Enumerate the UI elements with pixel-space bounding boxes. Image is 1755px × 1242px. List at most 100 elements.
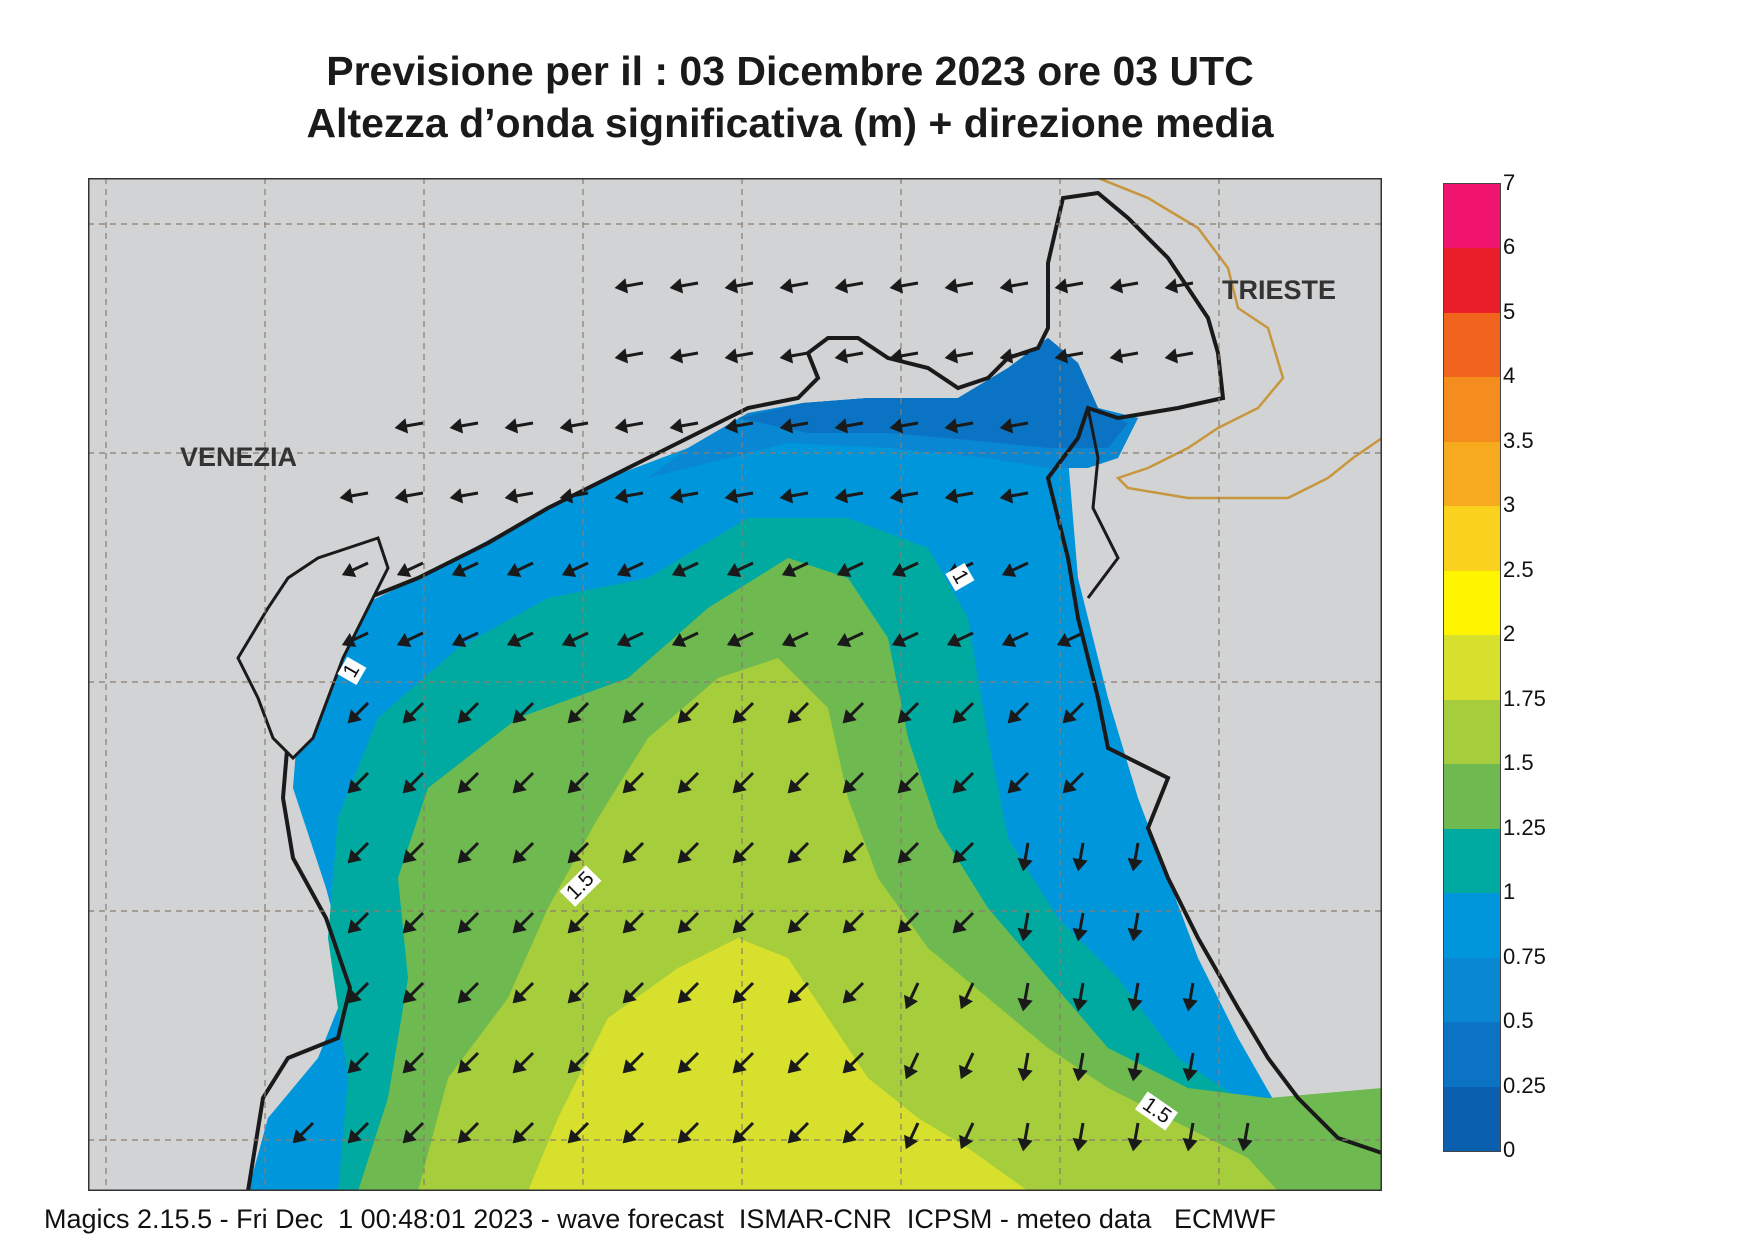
wave-arrow-head <box>1017 997 1033 1012</box>
wave-arrow-head <box>567 1059 582 1074</box>
wave-arrow-head <box>842 779 857 794</box>
wave-arrow-head <box>347 1129 362 1144</box>
wave-arrow-head <box>1056 632 1072 647</box>
wave-arrow-head <box>1127 857 1143 872</box>
wave-arrow-head <box>561 562 577 577</box>
wave-arrow-head <box>1109 278 1124 294</box>
wave-arrow-head <box>779 418 794 434</box>
wave-arrow-head <box>567 849 582 864</box>
wave-arrow-head <box>897 849 912 864</box>
wave-arrow-head <box>394 418 409 434</box>
wave-arrow-head <box>512 849 527 864</box>
wave-arrow-head <box>779 348 794 364</box>
wave-arrow-head <box>622 709 637 724</box>
wave-arrow-head <box>787 1059 802 1074</box>
wave-arrow-head <box>567 709 582 724</box>
wave-arrow-head <box>834 348 849 364</box>
wave-arrow-head <box>1127 1067 1143 1082</box>
wave-arrow-head <box>1054 278 1069 294</box>
wave-arrow-head <box>622 989 637 1004</box>
wave-arrow-head <box>1072 1137 1088 1152</box>
wave-arrow-head <box>402 779 417 794</box>
wave-arrow-head <box>732 989 747 1004</box>
wave-arrow-head <box>787 919 802 934</box>
wave-arrow-head <box>1054 348 1069 364</box>
wave-arrow-head <box>1127 927 1143 942</box>
wave-arrow-head <box>402 1059 417 1074</box>
colorbar-segment <box>1444 312 1500 378</box>
wave-arrow-head <box>614 278 629 294</box>
wave-arrow-head <box>952 709 967 724</box>
wave-arrow-head <box>834 488 849 504</box>
wave-arrow-head <box>347 779 362 794</box>
wave-arrow-head <box>787 1129 802 1144</box>
wave-arrow-head <box>1001 562 1017 577</box>
colorbar-segment <box>1444 635 1500 700</box>
wave-arrow-head <box>1127 1137 1143 1152</box>
wave-arrow-head <box>671 632 687 647</box>
wave-arrow-head <box>1072 857 1088 872</box>
wave-arrow-head <box>396 562 412 577</box>
wave-arrow-head <box>779 488 794 504</box>
wave-arrow-head <box>1007 709 1022 724</box>
wave-arrow-head <box>512 1129 527 1144</box>
wave-arrow-head <box>889 348 904 364</box>
wave-arrow-head <box>781 632 797 647</box>
wave-arrow-head <box>787 849 802 864</box>
wave-arrow-head <box>292 1129 307 1144</box>
wave-arrow-head <box>904 1064 919 1080</box>
footer-credits: Magics 2.15.5 - Fri Dec 1 00:48:01 2023 … <box>44 1204 1276 1234</box>
wave-arrow-head <box>616 632 632 647</box>
wave-arrow-head <box>512 989 527 1004</box>
wave-arrow-head <box>1237 1137 1253 1152</box>
wave-arrow-head <box>726 632 742 647</box>
wave-arrow-head <box>451 632 467 647</box>
wave-arrow-head <box>457 779 472 794</box>
wave-arrow-head <box>726 562 742 577</box>
colorbar-segment <box>1444 828 1500 894</box>
wave-arrow-head <box>396 632 412 647</box>
wave-arrow-head <box>614 418 629 434</box>
wave-arrow-head <box>842 1059 857 1074</box>
wave-arrow-head <box>904 1134 919 1150</box>
wave-arrow-head <box>347 849 362 864</box>
wave-arrow-head <box>732 1129 747 1144</box>
wave-arrow-head <box>724 278 739 294</box>
colorbar-label: 7 <box>1503 170 1516 195</box>
wave-arrow-head <box>842 709 857 724</box>
map-frame <box>88 178 1382 1191</box>
wave-arrow-head <box>506 562 522 577</box>
wave-arrow-head <box>1182 1137 1198 1152</box>
colorbar-label: 1.25 <box>1503 814 1546 840</box>
colorbar-label: 0.25 <box>1503 1072 1546 1098</box>
wave-arrow-head <box>1017 1067 1033 1082</box>
wave-arrow-head <box>787 779 802 794</box>
wave-arrow-head <box>952 779 967 794</box>
colorbar-segment <box>1444 570 1500 636</box>
wave-arrow-head <box>779 278 794 294</box>
wave-arrow-head <box>1017 857 1033 872</box>
wave-arrow-head <box>567 1129 582 1144</box>
wave-arrow-head <box>999 278 1014 294</box>
colorbar-label: 1.75 <box>1503 685 1546 711</box>
lagoon-islands <box>236 536 390 761</box>
wave-arrow-head <box>457 709 472 724</box>
wave-arrow-head <box>457 849 472 864</box>
wave-arrow-head <box>347 989 362 1004</box>
colorbar-label: 4 <box>1503 363 1516 389</box>
wave-arrow-head <box>842 1129 857 1144</box>
wave-arrow-head <box>559 488 574 504</box>
map-svg <box>88 176 1383 1222</box>
wave-arrow-head <box>952 919 967 934</box>
wave-arrow-head <box>669 278 684 294</box>
wave-arrow-head <box>677 1059 692 1074</box>
wave-arrow-head <box>504 488 519 504</box>
colorbar-label: 2.5 <box>1503 556 1534 582</box>
wave-arrow-head <box>999 348 1014 364</box>
wave-arrow-head <box>732 779 747 794</box>
sea-band-175 <box>528 938 1028 1191</box>
wave-arrow-head <box>724 418 739 434</box>
wave-arrow-head <box>1062 779 1077 794</box>
colorbar-label: 0.5 <box>1503 1008 1534 1034</box>
wave-arrow-head <box>944 348 959 364</box>
